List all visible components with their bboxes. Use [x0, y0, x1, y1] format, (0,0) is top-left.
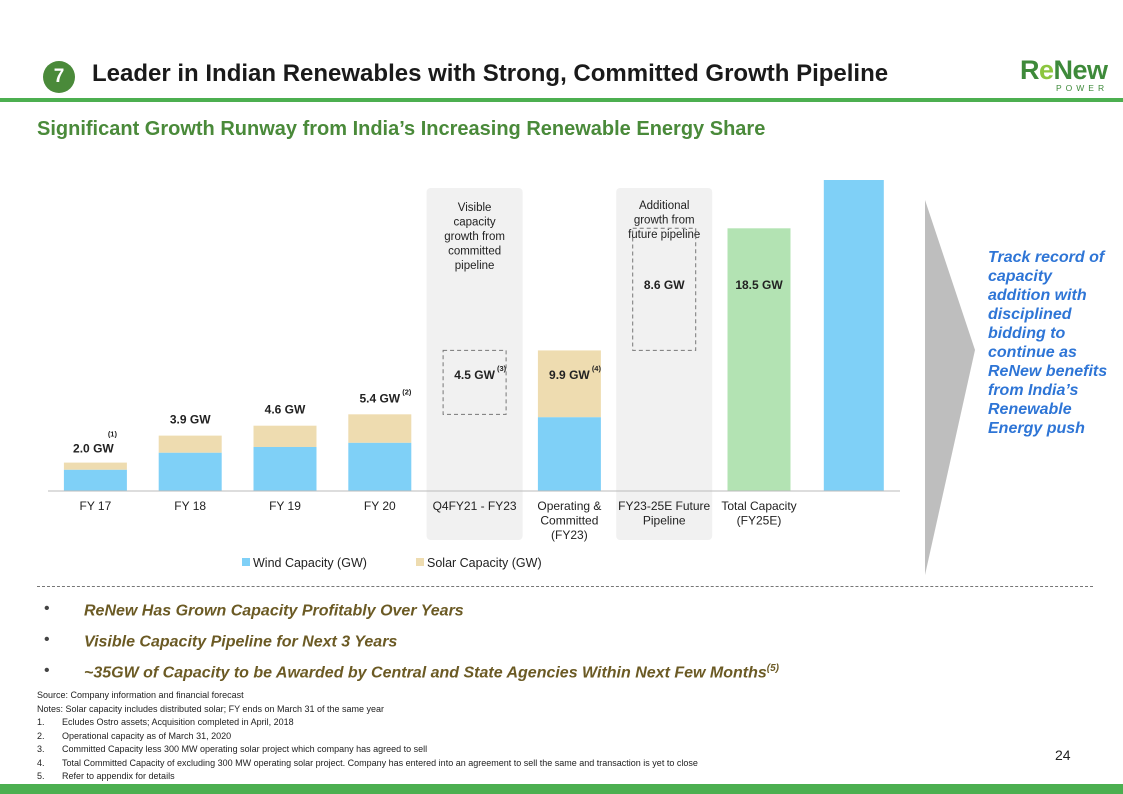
- page-title: Leader in Indian Renewables with Strong,…: [92, 60, 889, 87]
- waterfall-box: [632, 227, 697, 351]
- bullet-text: ~35GW of Capacity to be Awarded by Centr…: [84, 664, 767, 682]
- legend-swatch: [416, 558, 424, 566]
- dashed-divider: [37, 586, 1093, 587]
- wind-bar: [348, 442, 412, 491]
- bar-value-label: 18.5 GW: [735, 278, 783, 292]
- bullet-marker: •: [44, 600, 50, 617]
- solar-bar: [348, 414, 412, 443]
- category-label: Operating &: [537, 499, 601, 513]
- bar-value-label: 3.9 GW: [170, 413, 211, 427]
- category-label: (FY25E): [737, 514, 782, 528]
- source-line: Source: Company information and financia…: [37, 690, 244, 700]
- footnote-ref-label: (3): [497, 364, 507, 373]
- renew-power-logo: ReNew POWER: [1020, 55, 1112, 93]
- panel-note-line: pipeline: [455, 260, 495, 272]
- chevron-right-icon: [925, 200, 975, 575]
- wind-bar: [158, 452, 222, 491]
- footnote-ref-label: (1): [108, 430, 118, 439]
- category-label: FY 18: [174, 499, 206, 513]
- category-label: Committed: [540, 514, 598, 528]
- footnote: 1. Ecludes Ostro assets; Acquisition comp…: [37, 717, 294, 727]
- panel-note-line: future pipeline: [628, 229, 700, 241]
- bullet-marker: •: [44, 631, 50, 648]
- solar-bar: [158, 435, 222, 453]
- legend-swatch: [242, 558, 250, 566]
- pipeline-panel: [426, 188, 523, 540]
- slide-number-badge: 7: [43, 61, 75, 93]
- category-label: FY 17: [79, 499, 111, 513]
- source-notes: Source: Company information and financia…: [37, 689, 698, 784]
- legend-label: Wind Capacity (GW): [253, 556, 367, 570]
- category-label: Q4FY21 - FY23: [433, 499, 517, 513]
- footnote: 5. Refer to appendix for details: [37, 771, 175, 781]
- capacity-chart: Visible capacity growth from committed pipel…: [48, 180, 975, 575]
- panel-note-line: Visible: [458, 202, 492, 214]
- solar-bar: [63, 462, 127, 470]
- footnote: 3. Committed Capacity less 300 MW operati…: [37, 744, 428, 754]
- category-label: Total Capacity: [721, 499, 796, 513]
- solar-bar: [537, 350, 601, 418]
- bar-value-label: 4.5 GW: [454, 368, 495, 382]
- title-divider: [0, 98, 1123, 102]
- panel-note-line: growth from: [634, 215, 695, 227]
- panel-note-line: committed: [448, 246, 501, 258]
- wind-bar: [253, 446, 317, 491]
- bullet-text: ReNew Has Grown Capacity Profitably Over…: [84, 602, 464, 620]
- solar-bar: [253, 425, 317, 447]
- waterfall-box: [442, 349, 507, 415]
- category-label: FY 19: [269, 499, 301, 513]
- footnote-ref-label: (2): [402, 387, 412, 396]
- bar-value-label: 2.0 GW: [73, 442, 114, 456]
- panel-note-line: Additional: [639, 200, 690, 212]
- category-label: FY 20: [364, 499, 396, 513]
- category-label: FY23-25E Future: [618, 499, 710, 513]
- bar-value-label: 4.6 GW: [265, 403, 306, 417]
- bullet-text: Visible Capacity Pipeline for Next 3 Yea…: [84, 633, 398, 651]
- bar-value-label: 8.6 GW: [644, 278, 685, 292]
- panel-note-line: growth from: [444, 231, 505, 243]
- page-subtitle: Significant Growth Runway from India’s I…: [37, 118, 766, 140]
- bullet-footnote-ref: (5): [766, 663, 780, 674]
- bullet-marker: •: [44, 662, 50, 679]
- footnote-ref-label: (4): [592, 364, 602, 373]
- footnote: 2. Operational capacity as of March 31, 2…: [37, 730, 232, 741]
- notes-line: Notes: Solar capacity includes distribut…: [37, 703, 385, 714]
- logo-wordmark: ReNew: [1020, 55, 1108, 85]
- wind-bar: [537, 417, 601, 491]
- page-number: 24: [1055, 747, 1071, 763]
- pipeline-panel: [616, 188, 713, 540]
- bar-value-label: 9.9 GW: [549, 368, 590, 382]
- callout-text: Track record of capacity addition with d…: [988, 249, 1108, 437]
- legend-label: Solar Capacity (GW): [427, 556, 542, 570]
- wind-bar: [63, 469, 127, 491]
- bar-value-label: 5.4 GW: [359, 391, 400, 405]
- panel-note-line: capacity: [454, 217, 496, 229]
- total-bar: [727, 228, 791, 492]
- footnote: 4. Total Committed Capacity of excluding …: [37, 757, 698, 768]
- category-label: (FY23): [551, 528, 588, 542]
- footer-bar: [0, 784, 1123, 794]
- logo-subtitle: POWER: [1056, 83, 1109, 93]
- growth-bar: [823, 180, 884, 491]
- category-label: Pipeline: [643, 514, 686, 528]
